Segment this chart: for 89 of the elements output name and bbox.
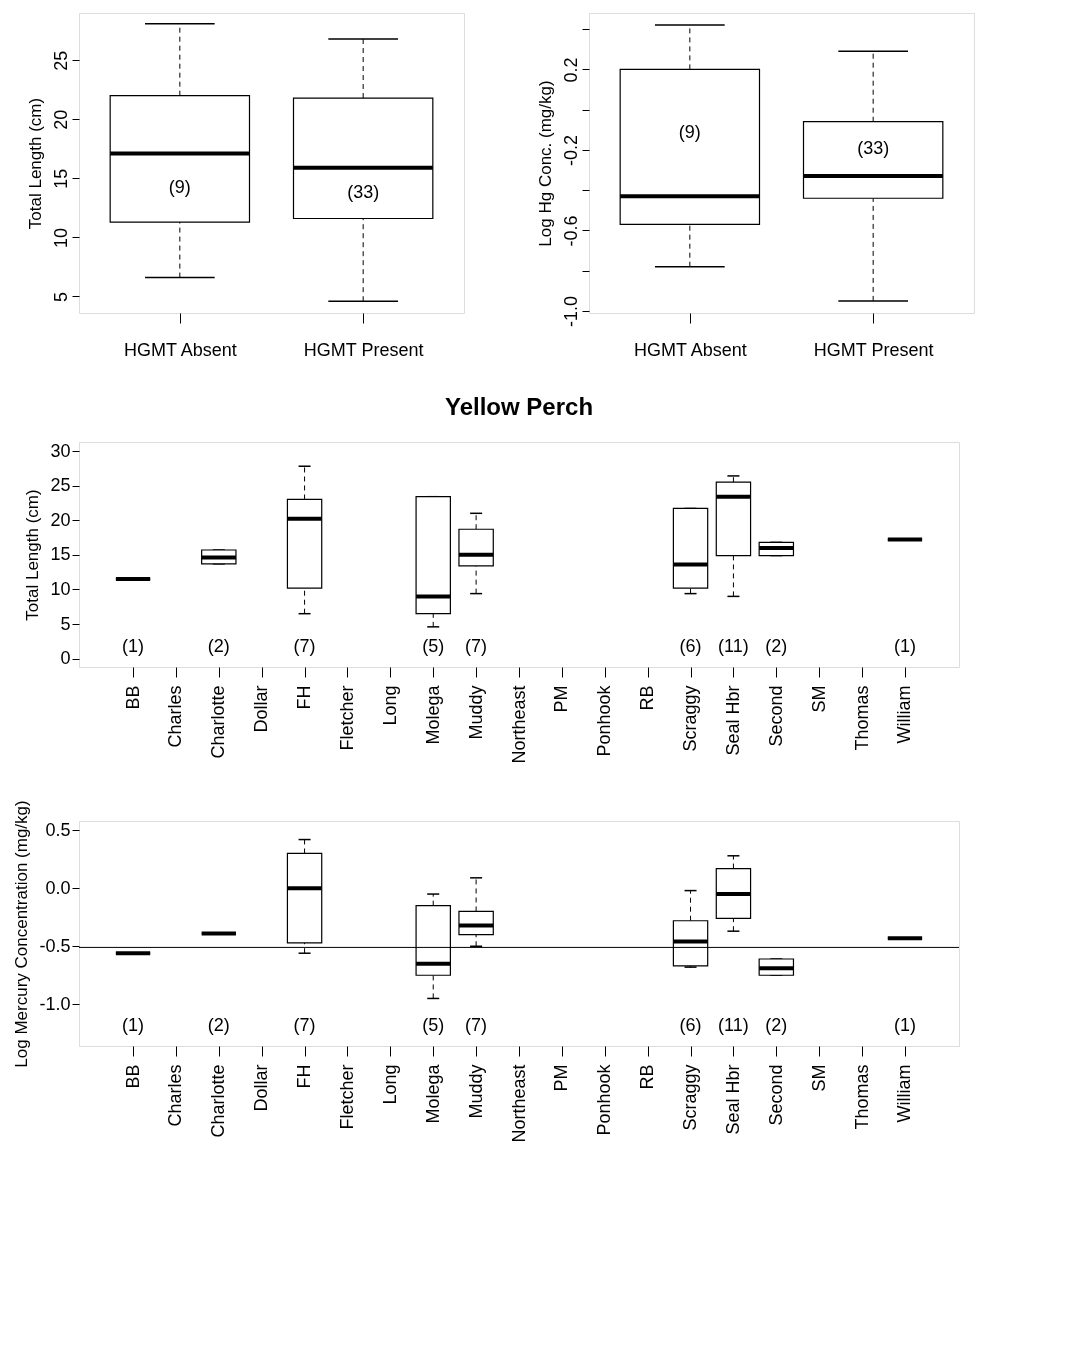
x-tick-label: Seal Hbr	[722, 1064, 743, 1135]
y-tick-label: 10	[50, 578, 71, 599]
annotation: (9)	[168, 176, 191, 197]
annotation: (6)	[679, 1014, 702, 1035]
annotation: (2)	[765, 635, 788, 656]
y-tick-label: 0.0	[45, 877, 71, 898]
annotation: (5)	[422, 1014, 445, 1035]
x-tick-label: Second	[765, 685, 786, 747]
x-tick-label: Second	[765, 1064, 786, 1126]
y-tick-label: 5	[50, 291, 71, 302]
y-tick-label: 0.2	[560, 57, 581, 83]
x-tick-label: Thomas	[851, 685, 872, 751]
annotation: (7)	[293, 1014, 316, 1035]
annotation: (1)	[893, 1014, 916, 1035]
x-tick-label: SM	[808, 685, 829, 713]
x-tick-label: Molega	[422, 1063, 443, 1124]
y-tick-label: 20	[50, 109, 71, 130]
x-tick-label: SM	[808, 1064, 829, 1092]
x-tick-label: PM	[551, 685, 572, 713]
annotation: (33)	[347, 182, 380, 203]
y-axis-title: Total Length (cm)	[25, 97, 45, 230]
x-tick-label: Ponhook	[594, 684, 615, 757]
x-tick-label: Seal Hbr	[722, 685, 743, 756]
x-tick-label: PM	[551, 1064, 572, 1092]
x-tick-label: Fletcher	[336, 685, 357, 751]
x-tick-label: William	[894, 685, 915, 744]
x-tick-label: Northeast	[508, 1064, 529, 1143]
x-tick-label: Charles	[165, 685, 186, 748]
y-tick-label: -0.2	[560, 134, 581, 166]
x-tick-label: FH	[294, 685, 315, 710]
y-axis-title: Total Length (cm)	[23, 489, 43, 621]
annotation: (11)	[718, 1014, 749, 1035]
x-tick-label: Charlotte	[208, 685, 229, 759]
x-tick-label: Dollar	[251, 685, 272, 733]
x-tick-label: Molega	[422, 684, 443, 745]
annotation: (2)	[765, 1014, 788, 1035]
x-tick-label: HGMT Absent	[123, 339, 237, 360]
y-tick-label: 15	[50, 544, 71, 565]
x-tick-label: RB	[637, 685, 658, 711]
y-tick-label: 20	[50, 509, 71, 530]
y-tick-label: 0	[60, 648, 71, 669]
x-tick-label: HGMT Present	[303, 339, 424, 360]
x-tick-label: Dollar	[251, 1064, 272, 1112]
annotation: (2)	[207, 1014, 230, 1035]
y-axis-title: Log Mercury Concentration (mg/kg)	[12, 800, 32, 1068]
x-tick-label: Scraggy	[680, 685, 701, 752]
x-tick-label: Scraggy	[680, 1064, 701, 1131]
x-tick-label: HGMT Present	[813, 339, 934, 360]
annotation: (7)	[293, 635, 316, 656]
x-tick-label: Charlotte	[208, 1064, 229, 1138]
annotation: (11)	[718, 635, 749, 656]
annotation: (7)	[465, 635, 488, 656]
x-tick-label: Muddy	[465, 685, 486, 740]
y-tick-label: 15	[50, 168, 71, 189]
chart-title: Yellow Perch	[444, 393, 594, 420]
y-tick-label: 25	[50, 50, 71, 71]
x-tick-label: Thomas	[851, 1064, 872, 1130]
x-tick-label: BB	[122, 685, 143, 710]
x-tick-label: RB	[637, 1064, 658, 1090]
x-tick-label: Ponhook	[594, 1063, 615, 1136]
x-tick-label: William	[894, 1064, 915, 1123]
y-tick-label: 10	[50, 227, 71, 248]
x-tick-label: Charles	[165, 1064, 186, 1127]
annotation: (9)	[678, 121, 701, 142]
annotation: (1)	[122, 635, 145, 656]
y-axis-title: Log Hg Conc. (mg/kg)	[535, 80, 555, 247]
x-tick-label: Long	[379, 685, 400, 726]
annotation: (5)	[422, 635, 445, 656]
y-tick-label: -0.6	[560, 215, 581, 247]
annotation: (1)	[893, 635, 916, 656]
x-tick-label: Northeast	[508, 685, 529, 764]
x-tick-label: FH	[294, 1064, 315, 1089]
y-tick-label: -0.5	[39, 935, 71, 956]
y-tick-label: 5	[60, 613, 71, 634]
annotation: (2)	[207, 635, 230, 656]
y-tick-label: 25	[50, 475, 71, 496]
annotation: (1)	[122, 1014, 145, 1035]
x-tick-label: HGMT Absent	[633, 339, 747, 360]
y-tick-label: 0.5	[45, 819, 71, 840]
x-tick-label: BB	[122, 1064, 143, 1089]
y-tick-label: -1.0	[560, 295, 581, 327]
x-tick-label: Fletcher	[336, 1064, 357, 1130]
x-tick-label: Long	[379, 1064, 400, 1105]
annotation: (33)	[857, 137, 890, 158]
annotation: (7)	[465, 1014, 488, 1035]
x-tick-label: Muddy	[465, 1064, 486, 1119]
annotation: (6)	[679, 635, 702, 656]
y-tick-label: 30	[50, 440, 71, 461]
y-tick-label: -1.0	[39, 993, 71, 1014]
